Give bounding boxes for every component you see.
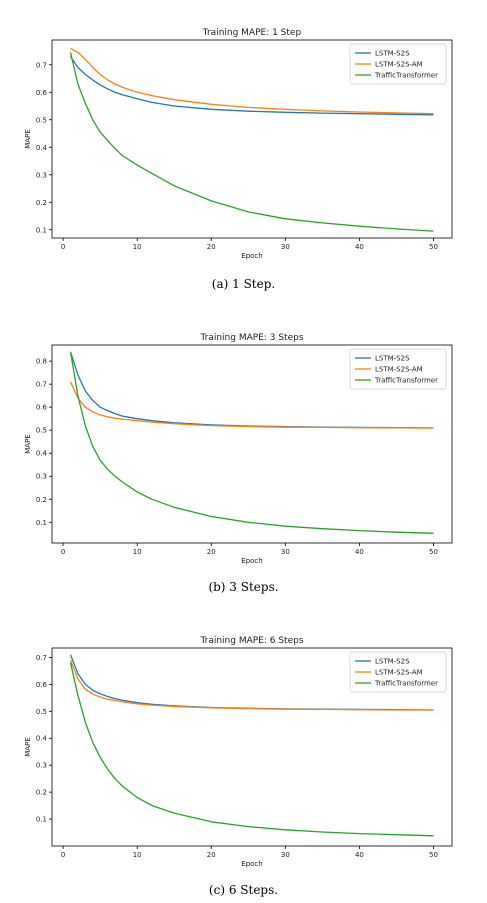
x-tick-label: 40 <box>355 851 364 859</box>
series-line-lstm-s2s-am <box>69 381 434 429</box>
x-axis-label: Epoch <box>241 557 262 565</box>
series-line-lstm-s2s-am <box>70 47 434 115</box>
x-tick-label: 0 <box>61 548 65 556</box>
x-tick-label: 20 <box>207 851 216 859</box>
caption-1step: (a) 1 Step. <box>211 277 276 291</box>
x-tick-label: 30 <box>281 851 290 859</box>
chart-title: Training MAPE: 3 Steps <box>199 333 303 343</box>
x-tick-label: 0 <box>61 851 65 859</box>
legend-label-traffictransformer: TrafficTransformer <box>374 72 438 80</box>
series-line-traffictransformer <box>69 52 434 232</box>
series-line-traffictransformer <box>69 662 434 837</box>
x-tick-label: 50 <box>429 851 438 859</box>
chart-6steps: Training MAPE: 6 Steps 0 10 20 30 40 50 0.1 0.2 0… <box>24 636 453 868</box>
y-tick-label: 0.5 <box>36 116 47 124</box>
legend-label-lstm-s2s-am: LSTM-S2S-AM <box>375 366 423 374</box>
y-tick-label: 0.6 <box>36 89 48 97</box>
y-tick-label: 0.6 <box>36 681 48 689</box>
y-tick-label: 0.8 <box>36 358 47 366</box>
chart-1step: Training MAPE: 1 Step 0 10 20 30 40 50 0.1 0.2 0.… <box>24 28 453 260</box>
legend-label-traffictransformer: TrafficTransformer <box>374 377 438 385</box>
y-tick-label: 0.4 <box>36 735 48 743</box>
legend-box <box>349 348 447 390</box>
x-tick-label: 10 <box>133 243 142 251</box>
y-tick-label: 0.2 <box>36 789 47 797</box>
y-tick-label: 0.7 <box>36 654 47 662</box>
chart-panel-6steps: Training MAPE: 6 Steps 0 10 20 30 40 50 0.1 0.2 0… <box>0 628 487 868</box>
y-tick-label: 0.4 <box>36 144 48 152</box>
chart-panel-3steps: Training MAPE: 3 Steps 0 10 20 30 40 50 0.1 0.2 0… <box>0 325 487 565</box>
y-tick-label: 0.6 <box>36 404 48 412</box>
x-tick-label: 50 <box>429 548 438 556</box>
x-tick-label: 0 <box>61 243 65 251</box>
y-tick-label: 0.5 <box>36 708 47 716</box>
x-tick-label: 30 <box>281 243 290 251</box>
legend-label-traffictransformer: TrafficTransformer <box>374 680 438 688</box>
y-axis-label: MAPE <box>24 434 32 453</box>
chart-panel-1step: Training MAPE: 1 Step 0 10 20 30 40 50 0.1 0.2 0.… <box>0 20 487 260</box>
chart-3steps: Training MAPE: 3 Steps 0 10 20 30 40 50 0.1 0.2 0… <box>24 333 453 565</box>
series-line-lstm-s2s-am <box>69 659 434 711</box>
x-axis-label: Epoch <box>241 860 262 868</box>
y-tick-label: 0.2 <box>36 199 47 207</box>
y-tick-label: 0.5 <box>36 427 47 435</box>
y-tick-label: 0.7 <box>36 61 47 69</box>
y-tick-label: 0.3 <box>36 762 47 770</box>
y-tick-label: 0.1 <box>36 226 47 234</box>
x-tick-label: 10 <box>133 548 142 556</box>
legend-box <box>349 651 447 693</box>
caption-3steps: (b) 3 Steps. <box>208 580 279 594</box>
plot-frame <box>51 647 453 847</box>
y-tick-label: 0.3 <box>36 473 47 481</box>
x-tick-label: 20 <box>207 243 216 251</box>
y-tick-label: 0.7 <box>36 381 47 389</box>
y-axis-label: MAPE <box>24 737 32 756</box>
plot-frame <box>51 344 453 544</box>
y-tick-label: 0.4 <box>36 450 48 458</box>
x-tick-label: 30 <box>281 548 290 556</box>
x-tick-label: 10 <box>133 851 142 859</box>
series-line-lstm-s2s <box>69 56 434 116</box>
legend-label-lstm-s2s: LSTM-S2S <box>375 658 410 666</box>
legend-label-lstm-s2s: LSTM-S2S <box>375 355 410 363</box>
legend-label-lstm-s2s-am: LSTM-S2S-AM <box>375 61 423 69</box>
legend-label-lstm-s2s-am: LSTM-S2S-AM <box>375 669 423 677</box>
legend-label-lstm-s2s: LSTM-S2S <box>375 50 410 58</box>
y-tick-label: 0.1 <box>36 519 47 527</box>
y-tick-label: 0.2 <box>36 496 47 504</box>
x-tick-label: 40 <box>355 243 364 251</box>
chart-title: Training MAPE: 6 Steps <box>199 636 303 646</box>
y-axis-label: MAPE <box>24 129 32 148</box>
x-axis-label: Epoch <box>241 252 262 260</box>
chart-title: Training MAPE: 1 Step <box>202 28 302 38</box>
y-tick-label: 0.1 <box>36 816 47 824</box>
legend-box <box>349 43 447 85</box>
plot-frame <box>51 39 453 239</box>
caption-6steps: (c) 6 Steps. <box>208 883 279 897</box>
x-tick-label: 40 <box>355 548 364 556</box>
x-tick-label: 50 <box>429 243 438 251</box>
x-tick-label: 20 <box>207 548 216 556</box>
y-tick-label: 0.3 <box>36 171 47 179</box>
series-line-traffictransformer <box>69 351 434 534</box>
